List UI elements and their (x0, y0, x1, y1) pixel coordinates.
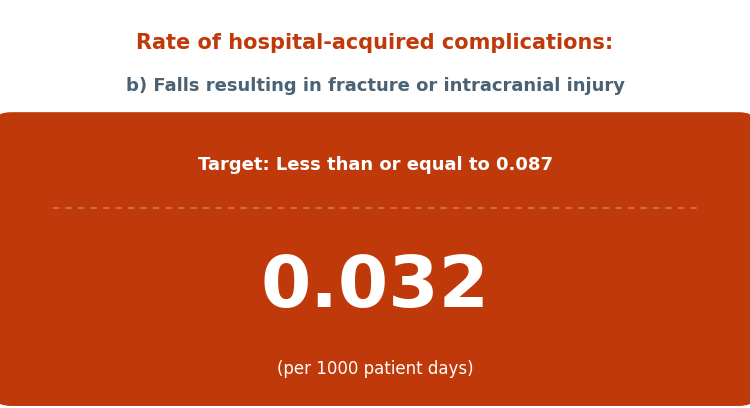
Text: 0.032: 0.032 (260, 253, 490, 322)
Text: Target: Less than or equal to 0.087: Target: Less than or equal to 0.087 (197, 156, 553, 174)
FancyBboxPatch shape (0, 112, 750, 406)
Text: b) Falls resulting in fracture or intracranial injury: b) Falls resulting in fracture or intrac… (125, 77, 625, 95)
Text: (per 1000 patient days): (per 1000 patient days) (277, 360, 473, 378)
Text: Rate of hospital-acquired complications:: Rate of hospital-acquired complications: (136, 33, 614, 53)
